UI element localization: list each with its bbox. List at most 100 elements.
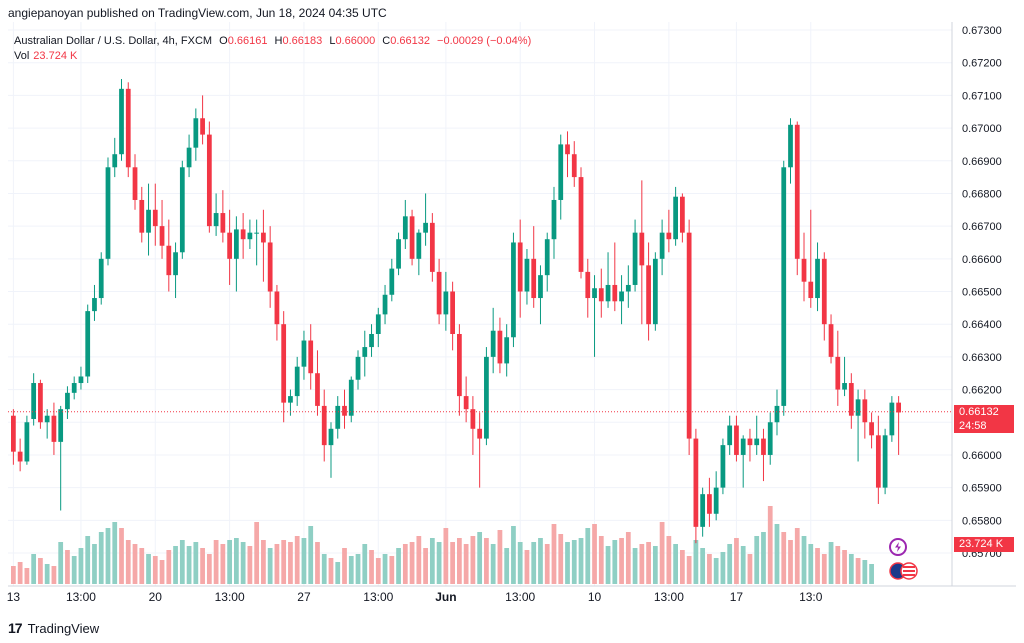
- candle-body: [646, 265, 651, 325]
- candle-body: [632, 232, 638, 285]
- candle-body: [17, 451, 23, 462]
- candle-body: [781, 167, 787, 406]
- volume-bar: [362, 544, 368, 584]
- candle-body: [896, 402, 901, 413]
- x-tick-label: 20: [149, 590, 163, 604]
- volume-bar: [673, 544, 678, 584]
- volume-bar: [727, 544, 733, 584]
- candle-body: [659, 232, 665, 259]
- volume-bar: [301, 538, 307, 584]
- y-tick-label: 0.66000: [962, 450, 1002, 462]
- candle-body: [105, 167, 111, 259]
- candle-body: [605, 284, 611, 302]
- volume-bar: [639, 544, 645, 584]
- candle-body: [342, 405, 347, 416]
- volume-bar: [315, 542, 320, 584]
- candle-body: [882, 435, 888, 488]
- y-tick-label: 0.67000: [962, 123, 1002, 135]
- volume-bar: [335, 562, 341, 584]
- candle-body: [281, 324, 287, 403]
- volume-bar: [166, 550, 172, 584]
- candle-body: [254, 232, 260, 234]
- candle-body: [592, 288, 597, 299]
- lightning-icon[interactable]: [889, 538, 907, 556]
- volume-bar: [470, 536, 476, 584]
- candle-body: [497, 330, 503, 364]
- volume-bar: [551, 524, 557, 584]
- volume-bar: [686, 556, 692, 584]
- volume-bar: [213, 540, 219, 584]
- volume-bar: [592, 524, 597, 584]
- candle-body: [558, 144, 564, 200]
- candle-body: [855, 399, 861, 416]
- candle-body: [206, 134, 212, 227]
- volume-bar: [835, 546, 841, 584]
- volume-bar: [517, 542, 523, 584]
- candle-body: [457, 333, 462, 397]
- candle-body: [227, 232, 232, 259]
- candle-body: [443, 291, 449, 315]
- volume-bar: [328, 558, 334, 584]
- candle-body: [578, 177, 584, 272]
- volume-bar: [186, 546, 192, 584]
- volume-bar: [761, 532, 766, 584]
- candlesticks: [11, 79, 901, 544]
- volume-bar: [24, 568, 30, 584]
- volume-tag: 23.724 K: [954, 537, 1014, 552]
- candle-body: [44, 415, 50, 423]
- volume-bar: [774, 524, 780, 584]
- candle-body: [848, 383, 854, 416]
- volume-bar: [348, 556, 354, 584]
- volume-bar: [531, 542, 537, 584]
- volume-bar: [436, 542, 442, 584]
- candle-body: [680, 196, 685, 233]
- volume-bar: [85, 536, 91, 584]
- events-flag-icon[interactable]: [889, 561, 919, 581]
- candle-body: [889, 402, 895, 436]
- candle-body: [31, 383, 37, 419]
- candle-body: [416, 232, 422, 259]
- volume-bar: [206, 554, 212, 584]
- attribution-text: angiepanoyan published on TradingView.co…: [8, 6, 387, 20]
- volume-bar: [619, 538, 624, 584]
- volume-bar: [524, 550, 530, 584]
- candle-body: [598, 288, 604, 302]
- volume-bar: [862, 560, 868, 584]
- candle-body: [152, 209, 158, 227]
- candle-body: [65, 392, 70, 410]
- candle-body: [511, 242, 516, 338]
- volume-bar: [44, 564, 50, 584]
- volume-bar: [261, 540, 266, 584]
- volume-bar: [544, 544, 550, 584]
- candle-body: [436, 271, 442, 315]
- volume-bar: [423, 548, 428, 584]
- candle-body: [355, 356, 361, 380]
- candle-body: [815, 258, 820, 299]
- candle-body: [713, 487, 719, 514]
- candle-body: [565, 144, 570, 155]
- volume-bar: [17, 562, 23, 584]
- volume-bar: [828, 542, 834, 584]
- candle-body: [571, 154, 577, 178]
- volume-bar: [538, 538, 543, 584]
- symbol-name: Australian Dollar / U.S. Dollar, 4h, FXC…: [14, 35, 213, 47]
- volume-bar: [571, 540, 577, 584]
- volume-bar: [734, 538, 739, 584]
- candle-body: [585, 271, 591, 299]
- candle-body: [193, 118, 199, 148]
- candle-body: [58, 409, 64, 442]
- volume-bar: [794, 528, 800, 584]
- y-tick-label: 0.67100: [962, 90, 1002, 102]
- y-tick-label: 0.66500: [962, 287, 1002, 299]
- candle-body: [673, 196, 678, 240]
- candle-body: [774, 405, 780, 423]
- volume-bar: [58, 542, 64, 584]
- volume-bar: [38, 558, 43, 584]
- volume-bar: [585, 528, 591, 584]
- candle-body: [240, 229, 246, 240]
- volume-bar: [693, 540, 699, 584]
- volume-bar: [342, 548, 347, 584]
- candle-body: [186, 147, 192, 168]
- volume-bar: [666, 536, 672, 584]
